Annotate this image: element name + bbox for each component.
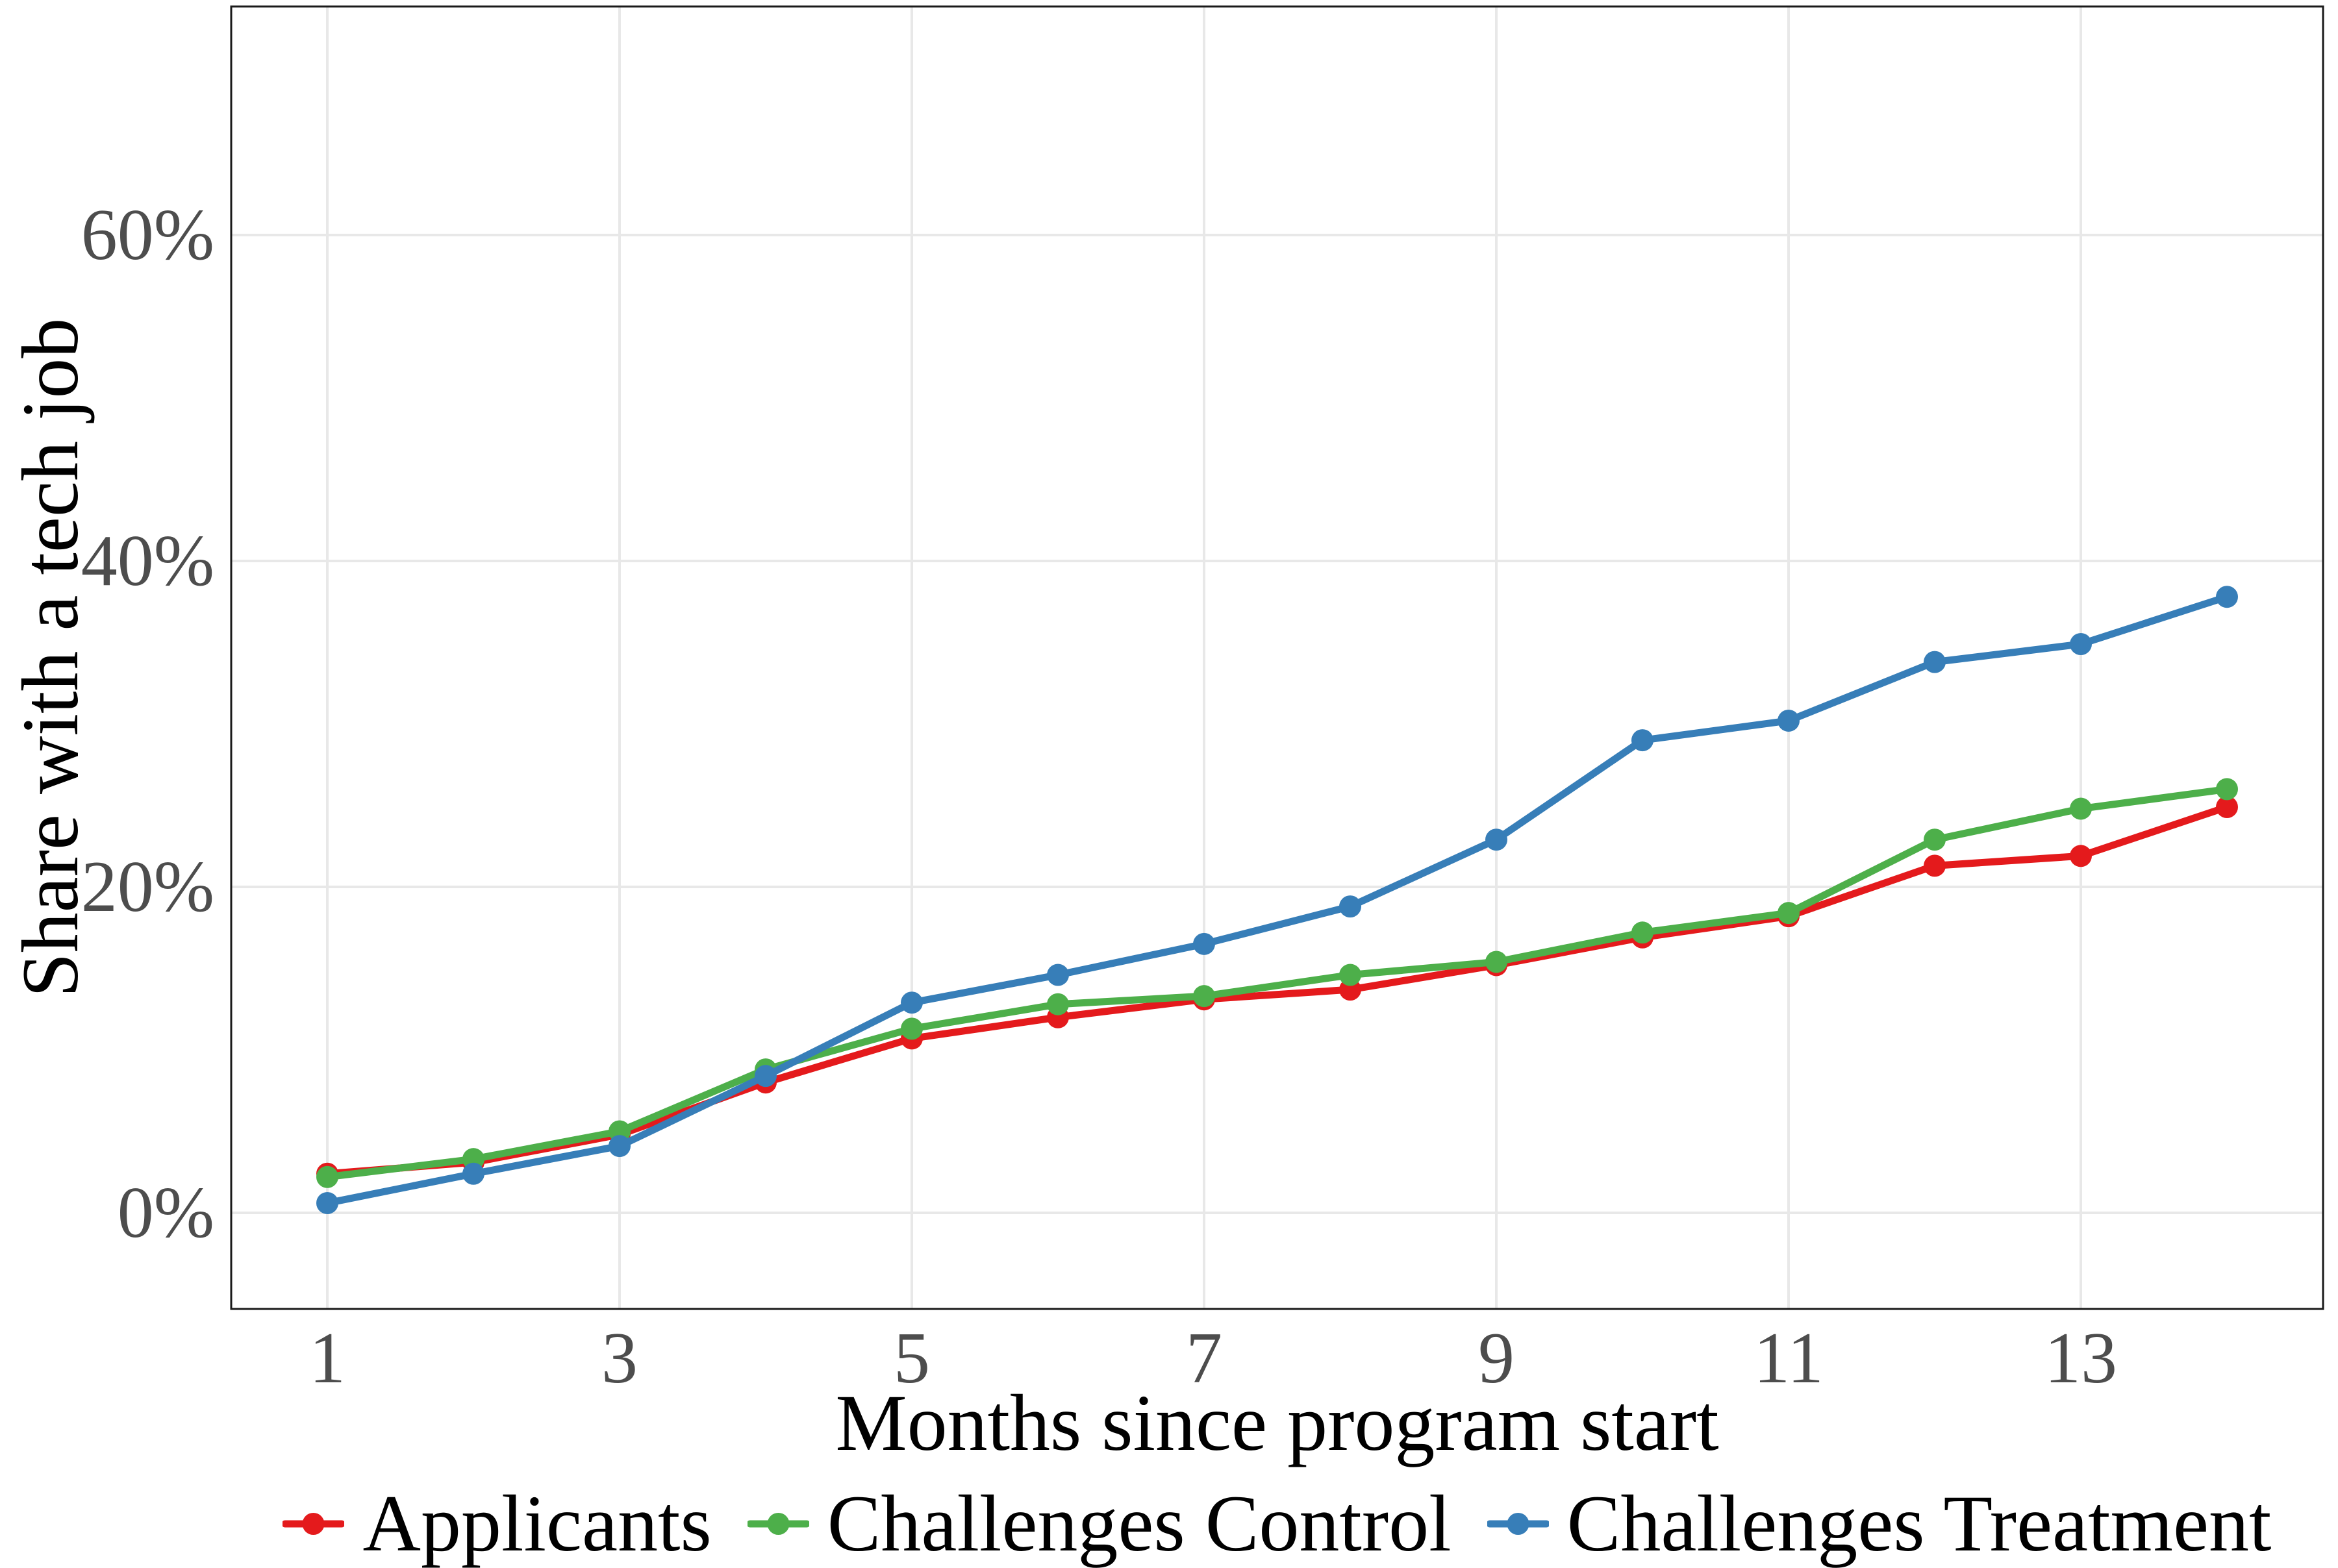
- data-point-challenges-control-m10: [1631, 921, 1653, 944]
- data-point-challenges-treatment-m9: [1485, 828, 1507, 851]
- data-point-challenges-treatment-m12: [1924, 651, 1946, 673]
- legend-key-icon: [747, 1513, 809, 1535]
- data-point-challenges-control-m1: [316, 1165, 338, 1188]
- legend: Applicants Challenges Control Challenges T…: [231, 1482, 2323, 1566]
- series-line-challenges-control: [323, 785, 2231, 1181]
- data-point-challenges-treatment-m4: [755, 1065, 777, 1088]
- legend-label: Challenges Treatment: [1566, 1479, 2272, 1568]
- legend-label: Challenges Control: [827, 1479, 1452, 1568]
- x-tick-label-1: 1: [309, 1318, 346, 1399]
- x-tick-label-5: 5: [894, 1318, 930, 1399]
- x-tick-label-13: 13: [2044, 1318, 2117, 1399]
- data-point-challenges-control-m12: [1924, 828, 1946, 851]
- data-point-challenges-treatment-m11: [1778, 709, 1800, 732]
- legend-key-dot: [1507, 1513, 1529, 1535]
- data-point-applicants-m12: [1924, 854, 1946, 877]
- series-line-applicants: [323, 803, 2231, 1178]
- data-point-challenges-treatment-m1: [316, 1191, 338, 1214]
- legend-label: Applicants: [362, 1479, 712, 1568]
- panel-border: [230, 5, 2324, 1310]
- data-point-challenges-control-m9: [1485, 951, 1507, 973]
- y-tick-label-40: 40%: [81, 521, 214, 601]
- data-point-applicants-m13: [2070, 845, 2092, 867]
- data-point-challenges-treatment-m8: [1339, 895, 1361, 918]
- legend-key-icon: [1487, 1513, 1549, 1535]
- legend-key-icon: [283, 1513, 345, 1535]
- x-tick-label-3: 3: [601, 1318, 638, 1399]
- x-axis-title: Months since program start: [835, 1378, 1719, 1467]
- data-point-challenges-control-m11: [1778, 902, 1800, 925]
- data-point-challenges-control-m5: [901, 1017, 923, 1040]
- legend-item-applicants: Applicants: [283, 1479, 712, 1568]
- y-tick-label-60: 60%: [81, 195, 214, 275]
- x-tick-label-11: 11: [1754, 1318, 1824, 1399]
- data-point-challenges-control-m6: [1047, 993, 1069, 1015]
- data-point-challenges-control-m13: [2070, 797, 2092, 820]
- data-point-challenges-control-m14: [2216, 778, 2238, 801]
- legend-item-challenges-treatment: Challenges Treatment: [1487, 1484, 2272, 1564]
- data-point-challenges-treatment-m10: [1631, 729, 1653, 752]
- y-axis-title: Share with a tech job: [6, 317, 95, 998]
- data-point-challenges-treatment-m6: [1047, 964, 1069, 986]
- data-point-challenges-treatment-m5: [901, 991, 923, 1014]
- y-tick-label-20: 20%: [81, 847, 214, 927]
- legend-key-dot: [302, 1513, 325, 1535]
- y-tick-label-0: 0%: [117, 1173, 214, 1253]
- data-point-challenges-treatment-m14: [2216, 586, 2238, 608]
- x-tick-label-9: 9: [1478, 1318, 1515, 1399]
- legend-item-challenges-control: Challenges Control: [747, 1479, 1452, 1568]
- data-point-challenges-control-m7: [1193, 985, 1215, 1008]
- legend-key-dot: [767, 1513, 790, 1535]
- data-point-challenges-treatment-m13: [2070, 633, 2092, 656]
- data-point-challenges-treatment-m7: [1193, 932, 1215, 955]
- data-point-challenges-control-m8: [1339, 964, 1361, 986]
- data-point-challenges-treatment-m2: [462, 1162, 484, 1185]
- series-line-challenges-treatment: [323, 593, 2231, 1207]
- x-tick-label-7: 7: [1186, 1318, 1222, 1399]
- data-point-challenges-treatment-m3: [609, 1135, 631, 1158]
- data-point-applicants-m14: [2216, 796, 2238, 819]
